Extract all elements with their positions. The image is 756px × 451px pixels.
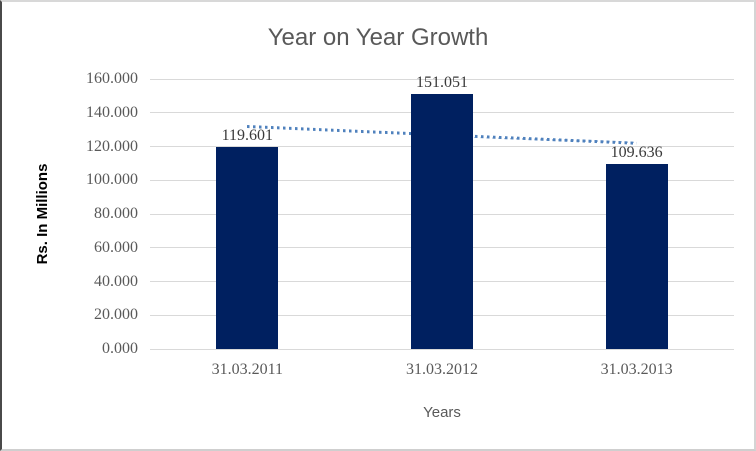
y-tick-label: 120.000	[86, 137, 138, 155]
y-tick-label: 100.000	[86, 171, 138, 189]
y-tick-label: 40.000	[94, 272, 138, 290]
y-tick-label: 160.000	[86, 70, 138, 87]
y-tick-label: 20.000	[94, 306, 138, 324]
y-tick-label: 140.000	[86, 103, 138, 121]
x-category-label: 31.03.2012	[406, 361, 478, 378]
data-label: 151.051	[416, 74, 468, 92]
y-axis-title: Rs. In Millions	[34, 163, 51, 265]
data-label: 119.601	[221, 127, 274, 145]
y-tick-label: 60.000	[94, 238, 138, 256]
gridline	[150, 78, 734, 80]
x-category-label: 31.03.2011	[211, 361, 284, 378]
y-tick-label: 80.000	[94, 205, 138, 222]
x-axis-title: Years	[423, 404, 461, 421]
data-label: 109.636	[610, 143, 663, 161]
bar	[411, 94, 473, 349]
bar	[605, 163, 668, 349]
y-tick-label: 0.000	[102, 340, 138, 357]
gridline	[150, 348, 734, 350]
chart-title: Year on Year Growth	[267, 24, 489, 51]
bar	[216, 147, 279, 349]
x-category-label: 31.03.2013	[600, 361, 673, 378]
